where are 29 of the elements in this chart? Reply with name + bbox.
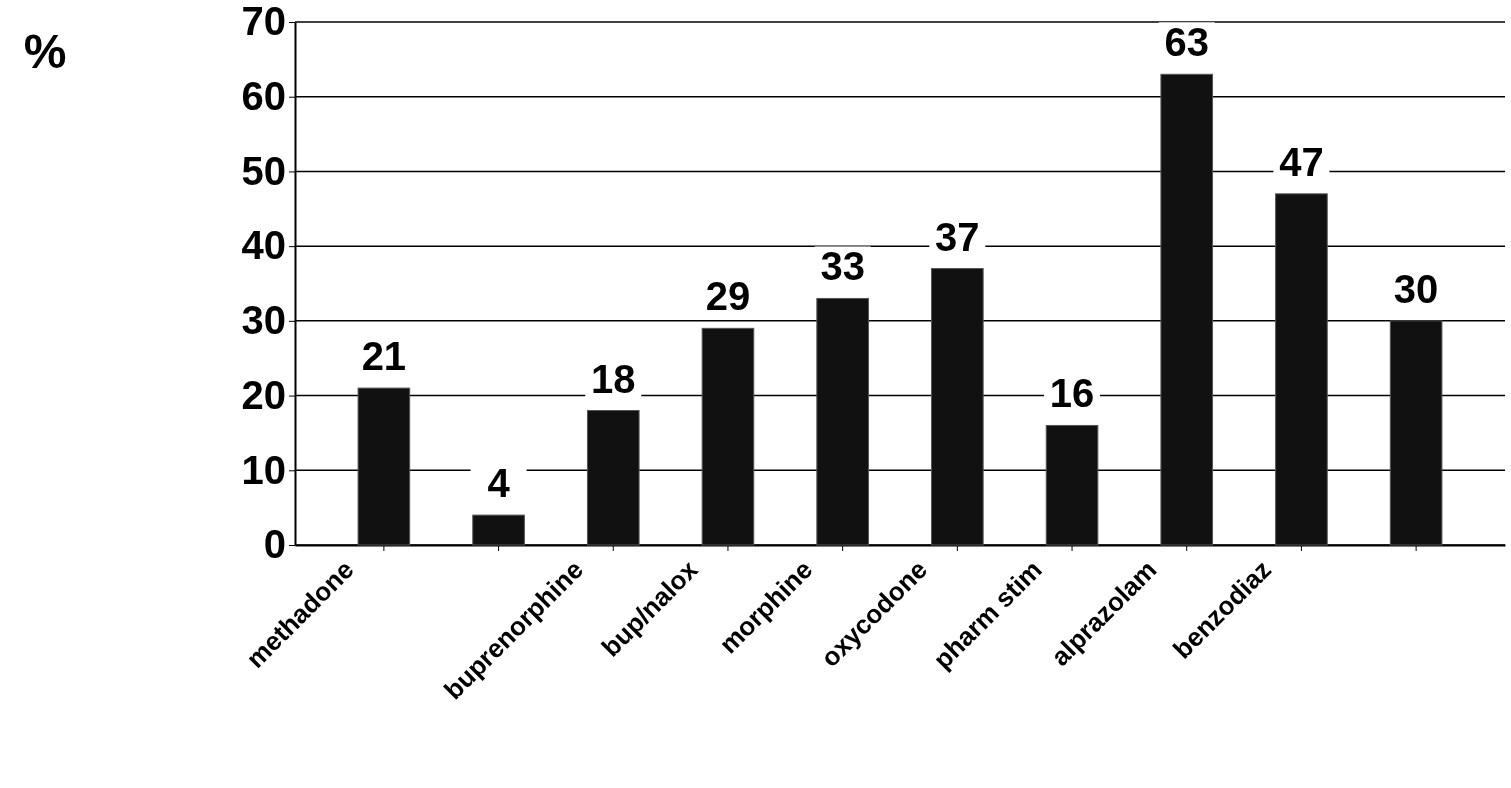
bar (1389, 320, 1443, 546)
data-label: 29 (705, 274, 751, 319)
bar (701, 327, 755, 546)
bar (931, 268, 984, 546)
y-tick-label: 60 (241, 74, 286, 119)
data-label: 16 (1049, 371, 1095, 416)
data-label: 47 (1279, 139, 1324, 184)
data-label: 33 (820, 244, 865, 289)
data-label: 18 (591, 356, 636, 401)
bar (1045, 424, 1099, 546)
data-label: 30 (1393, 266, 1439, 311)
y-axis-title: % (23, 25, 67, 78)
y-tick-label: 0 (263, 522, 286, 567)
y-tick-label: 40 (241, 223, 286, 268)
data-label: 21 (361, 334, 407, 379)
data-label: 4 (487, 461, 511, 506)
bar (472, 514, 525, 546)
y-tick-label: 10 (241, 447, 286, 492)
bar (586, 410, 640, 546)
bar (357, 387, 411, 546)
y-tick-label: 20 (241, 372, 286, 417)
y-tick-label: 70 (241, 0, 286, 44)
data-label: 63 (1164, 20, 1209, 65)
y-tick-label: 30 (241, 298, 286, 343)
y-tick-label: 50 (241, 148, 286, 193)
data-label: 37 (935, 214, 980, 259)
bar (1160, 73, 1214, 546)
bar (816, 297, 869, 546)
bar (1275, 193, 1328, 546)
